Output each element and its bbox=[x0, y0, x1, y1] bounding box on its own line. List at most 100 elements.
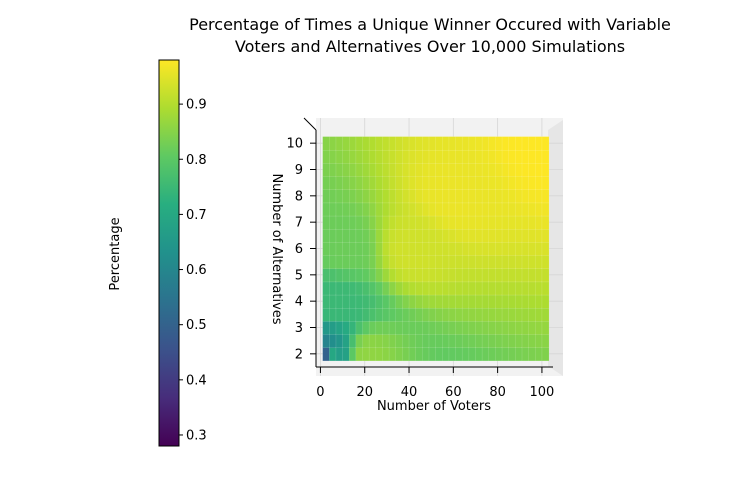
surface-cell bbox=[442, 307, 450, 322]
surface-cell bbox=[435, 294, 444, 309]
surface-cell bbox=[541, 136, 550, 151]
surface-cell bbox=[448, 228, 457, 243]
surface-cell bbox=[475, 307, 483, 322]
surface-cell bbox=[528, 175, 537, 190]
surface-cell bbox=[408, 136, 417, 151]
surface-cell bbox=[455, 202, 463, 217]
chart-title-line-2: Voters and Alternatives Over 10,000 Simu… bbox=[234, 37, 626, 56]
surface-cell bbox=[329, 307, 337, 322]
surface-cell bbox=[362, 215, 370, 230]
surface-cell bbox=[428, 136, 437, 151]
surface-cell bbox=[495, 189, 503, 204]
surface-cell bbox=[435, 202, 444, 217]
y-tick-label: 4 bbox=[295, 295, 303, 310]
surface-cell bbox=[435, 189, 444, 204]
surface-cell bbox=[501, 175, 510, 190]
axis-corner-line bbox=[303, 117, 317, 131]
surface-cell bbox=[408, 307, 417, 322]
surface-cell bbox=[402, 268, 410, 283]
surface-cell bbox=[395, 307, 404, 322]
surface-cell bbox=[495, 347, 503, 362]
surface-cell bbox=[402, 241, 410, 256]
surface-cell bbox=[442, 149, 450, 164]
colorbar-tick-label: 0.4 bbox=[186, 373, 207, 388]
surface-cell bbox=[455, 215, 463, 230]
surface-cell bbox=[541, 175, 550, 190]
surface-cell bbox=[448, 268, 457, 283]
surface-cell bbox=[501, 189, 510, 204]
surface-cell bbox=[388, 307, 397, 322]
surface-cell bbox=[322, 241, 331, 256]
surface-cell bbox=[402, 175, 410, 190]
surface-cell bbox=[355, 136, 364, 151]
surface-cell bbox=[388, 189, 397, 204]
surface-cell bbox=[508, 228, 517, 243]
surface-cell bbox=[348, 215, 357, 230]
surface-cell bbox=[528, 136, 537, 151]
surface-cell bbox=[388, 228, 397, 243]
surface-cell bbox=[335, 241, 344, 256]
surface-cell bbox=[355, 294, 364, 309]
surface-cell bbox=[395, 281, 404, 296]
surface-cell bbox=[342, 320, 350, 335]
x-tick-label: 40 bbox=[401, 385, 418, 400]
surface-cell bbox=[468, 149, 477, 164]
surface-cell bbox=[355, 347, 364, 362]
surface-cell bbox=[342, 347, 350, 362]
surface-cell bbox=[402, 162, 410, 177]
surface-cell bbox=[335, 254, 344, 269]
surface-cell bbox=[368, 202, 377, 217]
surface-cell bbox=[541, 333, 550, 349]
surface-cell bbox=[501, 333, 510, 349]
surface-cell bbox=[488, 320, 497, 335]
surface-cell bbox=[528, 202, 537, 217]
surface-cell bbox=[395, 189, 404, 204]
surface-cell bbox=[435, 347, 444, 362]
surface-cell bbox=[368, 254, 377, 269]
surface-cell bbox=[448, 175, 457, 190]
surface-cell bbox=[541, 189, 550, 204]
surface-cell bbox=[501, 241, 510, 256]
surface-cell bbox=[481, 241, 490, 256]
surface-cell bbox=[508, 189, 517, 204]
surface-cell bbox=[368, 215, 377, 230]
surface-cell bbox=[461, 281, 470, 296]
surface-cell bbox=[322, 254, 331, 269]
surface-cell bbox=[495, 202, 503, 217]
surface-cell bbox=[388, 254, 397, 269]
surface-cell bbox=[395, 294, 404, 309]
surface-cell bbox=[415, 241, 424, 256]
surface-cell bbox=[468, 307, 477, 322]
x-tick-label: 60 bbox=[445, 385, 462, 400]
surface-cell bbox=[408, 347, 417, 362]
surface-cell bbox=[329, 149, 337, 164]
surface-cell bbox=[355, 215, 364, 230]
y-tick-label: 3 bbox=[295, 321, 303, 336]
surface-cell bbox=[521, 241, 530, 256]
surface-cell bbox=[408, 268, 417, 283]
surface-cell bbox=[428, 320, 437, 335]
surface-cell bbox=[448, 307, 457, 322]
surface-cell bbox=[355, 228, 364, 243]
surface-cell bbox=[395, 149, 404, 164]
surface-cell bbox=[468, 268, 477, 283]
surface-cell bbox=[461, 162, 470, 177]
surface-cell bbox=[322, 162, 331, 177]
surface-cell bbox=[495, 228, 503, 243]
surface-cell bbox=[348, 333, 357, 349]
surface-cell bbox=[481, 268, 490, 283]
surface-cell bbox=[355, 254, 364, 269]
surface-cell bbox=[501, 254, 510, 269]
surface-cell bbox=[375, 149, 384, 164]
surface-cell bbox=[455, 268, 463, 283]
surface-cell bbox=[408, 162, 417, 177]
surface-cell bbox=[475, 202, 483, 217]
surface-cell bbox=[461, 228, 470, 243]
surface-cell bbox=[461, 320, 470, 335]
surface-cell bbox=[428, 333, 437, 349]
surface-cell bbox=[461, 333, 470, 349]
surface-cell bbox=[468, 241, 477, 256]
surface-cell bbox=[541, 241, 550, 256]
surface-cell bbox=[488, 281, 497, 296]
surface-cell bbox=[348, 294, 357, 309]
